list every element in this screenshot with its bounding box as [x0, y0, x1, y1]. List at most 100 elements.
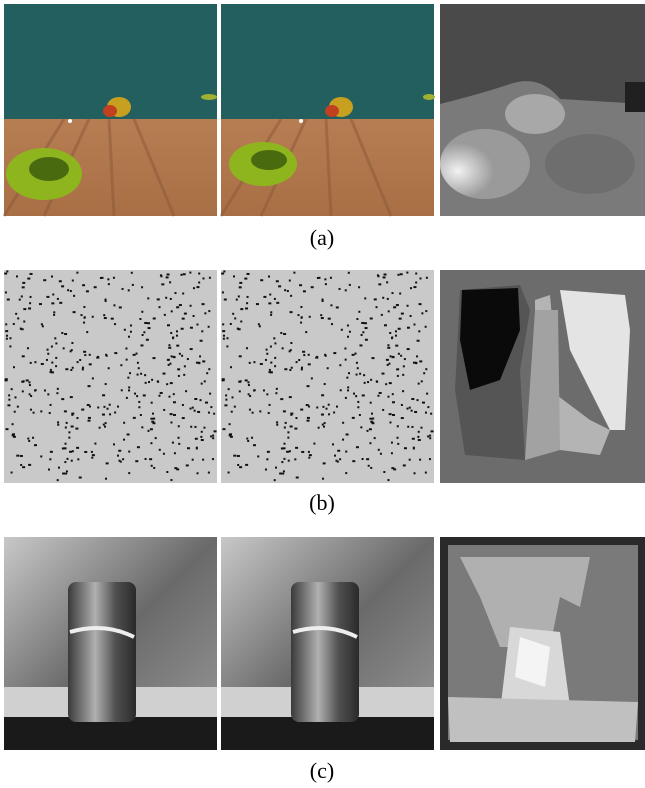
dot [153, 418, 155, 420]
dot [296, 361, 298, 363]
dot [187, 447, 190, 449]
dot [176, 345, 179, 347]
dot [68, 437, 70, 439]
dot [181, 328, 184, 330]
dot [52, 294, 54, 296]
dot [5, 291, 7, 293]
dot [345, 397, 347, 399]
dot [162, 373, 165, 375]
dot [141, 311, 143, 313]
dot [164, 314, 166, 316]
dot [228, 388, 230, 390]
dot [44, 389, 46, 391]
dot [387, 364, 389, 366]
dot [63, 347, 65, 349]
dot [173, 414, 176, 416]
dot [70, 369, 72, 371]
dot [181, 355, 183, 357]
dot [232, 313, 234, 315]
dot [50, 404, 52, 406]
dot [345, 359, 347, 361]
dot [214, 430, 217, 432]
dot [8, 394, 10, 396]
dot [69, 451, 72, 453]
dot [336, 306, 339, 308]
dot [105, 300, 107, 302]
dot [396, 368, 399, 370]
dot [51, 302, 54, 304]
dot [269, 404, 271, 406]
dot [88, 385, 91, 387]
dot [366, 458, 369, 460]
dot [303, 290, 306, 292]
dot [376, 381, 378, 383]
dot [134, 393, 136, 395]
dot [348, 272, 350, 274]
dot [135, 460, 138, 462]
dot [283, 458, 285, 460]
dot [193, 315, 195, 317]
dot [204, 312, 206, 314]
dot [344, 347, 346, 349]
dot [374, 298, 377, 300]
dot [280, 398, 283, 400]
dot [369, 418, 372, 420]
dot [358, 311, 360, 313]
dot [384, 274, 387, 276]
dot [289, 396, 292, 398]
dot [30, 395, 32, 397]
dot [276, 388, 278, 390]
dot [209, 393, 211, 395]
dot [20, 328, 22, 330]
dot [425, 412, 427, 414]
dot [249, 362, 251, 364]
dot [330, 304, 332, 306]
dot [19, 299, 21, 301]
dot [147, 430, 149, 432]
dot [295, 447, 298, 449]
dot [361, 322, 364, 324]
dot [420, 427, 422, 429]
dot [103, 406, 105, 408]
dot [383, 276, 386, 278]
dot [193, 287, 195, 289]
dot [127, 433, 130, 435]
dot [208, 326, 210, 328]
dot [22, 355, 25, 357]
dot [270, 362, 272, 364]
dot [391, 442, 393, 444]
dot [16, 455, 19, 457]
dot [28, 464, 31, 466]
dot [47, 349, 49, 351]
dot [421, 380, 423, 382]
dot [104, 426, 106, 428]
dot [203, 427, 205, 429]
dot [108, 283, 110, 285]
dot [66, 470, 68, 472]
dot [397, 274, 399, 276]
dot [194, 398, 197, 400]
dot [100, 277, 102, 279]
dot [431, 430, 434, 432]
dot [407, 348, 410, 350]
dot [184, 313, 187, 315]
dot [269, 294, 271, 296]
dot [429, 435, 431, 437]
dot [418, 383, 420, 385]
dot [389, 421, 391, 423]
dot [322, 300, 324, 302]
dot [231, 411, 233, 413]
dot [381, 373, 384, 375]
dot [260, 279, 263, 281]
dot [76, 272, 78, 274]
dot [107, 408, 109, 410]
dot [105, 354, 107, 356]
dot [224, 299, 227, 301]
dot [234, 317, 236, 319]
dot [282, 473, 284, 475]
dot [29, 302, 31, 304]
dot [34, 361, 36, 363]
dot [419, 303, 422, 305]
dot [399, 293, 401, 295]
dot [84, 354, 86, 356]
